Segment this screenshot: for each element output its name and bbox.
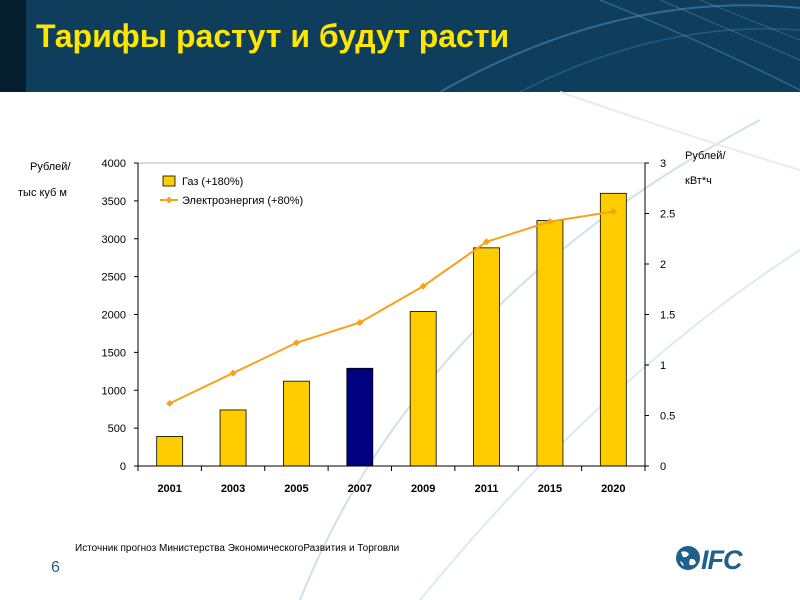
legend: Газ (+180%) Электроэнергия (+80%): [160, 175, 303, 207]
header-banner: [0, 0, 800, 92]
left-axis-unit-2: тыс куб м: [18, 187, 67, 199]
x-tick-label: 2009: [411, 483, 435, 495]
line-electricity: [169, 210, 614, 405]
right-tick-label: 0: [660, 461, 666, 473]
point-electricity-2020: [609, 207, 617, 216]
right-tick-label: 1: [660, 360, 666, 372]
left-tick-label: 2000: [102, 310, 126, 322]
right-tick-label: 1.5: [660, 310, 675, 322]
point-electricity-2009: [419, 282, 427, 290]
point-electricity-2015: [546, 218, 554, 226]
x-tick-label: 2020: [601, 483, 625, 495]
right-tick-label: 2: [660, 259, 666, 271]
x-tick-label: 2007: [348, 483, 372, 495]
bar-gas-2005: [283, 380, 310, 467]
x-tick-label: 2001: [157, 483, 181, 495]
x-tick-label: 2005: [284, 483, 308, 495]
right-tick-label: 3: [660, 158, 666, 170]
right-tick-label: 2.5: [660, 209, 675, 221]
line-layer: [166, 207, 617, 407]
x-tick-label: 2003: [221, 483, 245, 495]
left-tick-label: 500: [108, 423, 126, 435]
legend-gas-label: Газ (+180%): [182, 176, 243, 188]
legend-electricity-marker: [165, 196, 173, 204]
x-tick-label: 2015: [538, 483, 562, 495]
point-electricity-2001: [166, 399, 174, 407]
bar-gas-2003: [219, 409, 247, 467]
left-tick-label: 4000: [102, 158, 126, 170]
left-tick-label: 1000: [102, 385, 126, 397]
left-tick-label: 3000: [102, 234, 126, 246]
page-number: 6: [51, 559, 60, 576]
bar-gas-2011: [473, 247, 500, 467]
left-axis-unit-1: Рублей/: [30, 161, 71, 173]
bar-gas-2015: [536, 220, 564, 467]
plot-area: [137, 162, 646, 467]
point-electricity-2005: [292, 339, 300, 347]
right-tick-label: 0.5: [660, 411, 675, 423]
right-axis-unit-2: кВт*ч: [685, 175, 712, 187]
right-axis-unit-1: Рублей/: [685, 150, 726, 162]
source-note: Источник прогноз Министерства Экономичес…: [75, 543, 400, 554]
left-tick-label: 3500: [102, 196, 126, 208]
left-tick-label: 1500: [102, 347, 126, 359]
bar-gas-2020: [599, 192, 627, 467]
point-electricity-2003: [229, 369, 237, 377]
bar-gas-2001: [156, 436, 184, 467]
bar-gas-2007: [346, 367, 374, 467]
bars: [156, 192, 627, 467]
left-tick-label: 0: [120, 461, 126, 473]
axes: 0 500 1000 1500 2000 2500 3000 3500 4000 0 0.5 1 1.5…: [102, 158, 676, 495]
ifc-globe-icon: [676, 546, 700, 570]
plot-frame: [137, 162, 646, 467]
legend-gas-swatch: [162, 175, 176, 187]
point-electricity-2011: [483, 238, 491, 246]
ifc-logo-text: IFC: [701, 545, 742, 575]
x-tick-label: 2011: [475, 483, 499, 495]
point-electricity-2007: [356, 319, 364, 327]
bar-gas-2009: [409, 311, 437, 467]
legend-electricity-label: Электроэнергия (+80%): [182, 195, 303, 207]
left-tick-label: 2500: [102, 272, 126, 284]
page-title: Тарифы растут и будут расти: [36, 18, 510, 54]
